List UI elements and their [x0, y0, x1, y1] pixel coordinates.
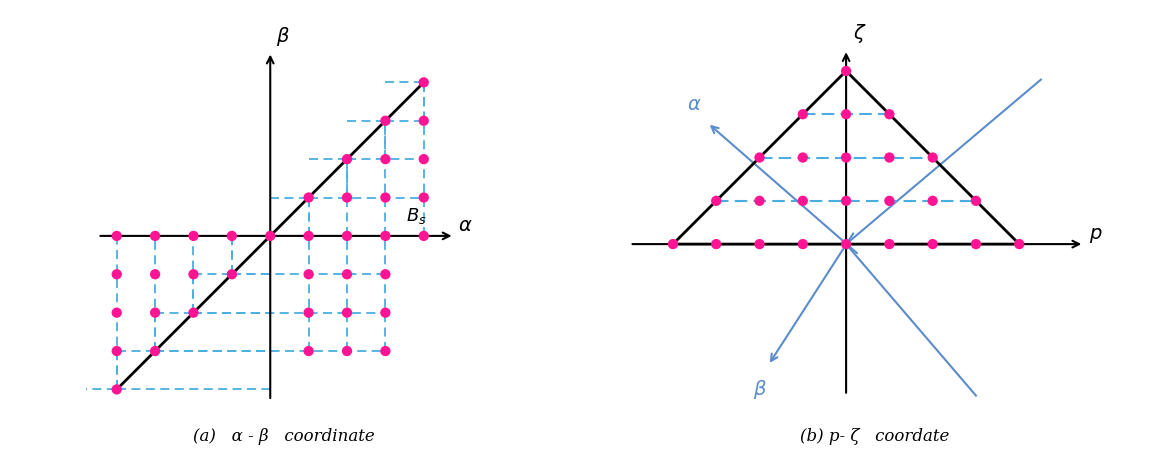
- Point: [967, 197, 985, 204]
- Point: [415, 117, 433, 124]
- Text: $\alpha$: $\alpha$: [688, 96, 702, 114]
- Point: [108, 386, 126, 393]
- Point: [750, 197, 769, 204]
- Point: [108, 347, 126, 355]
- Point: [300, 271, 318, 278]
- Point: [300, 194, 318, 201]
- Point: [708, 197, 726, 204]
- Point: [338, 156, 357, 163]
- Point: [108, 309, 126, 316]
- Point: [376, 347, 395, 355]
- Point: [708, 241, 726, 248]
- Point: [300, 232, 318, 240]
- Text: (a)   α - β   coordinate: (a) α - β coordinate: [193, 428, 374, 445]
- Point: [300, 347, 318, 355]
- Point: [837, 111, 856, 118]
- Point: [880, 241, 899, 248]
- Point: [664, 241, 682, 248]
- Point: [338, 347, 357, 355]
- Point: [923, 241, 941, 248]
- Point: [338, 194, 357, 201]
- Point: [837, 67, 856, 74]
- Point: [108, 232, 126, 240]
- Point: [376, 271, 395, 278]
- Text: $\beta$: $\beta$: [276, 25, 290, 48]
- Point: [146, 309, 164, 316]
- Point: [376, 156, 395, 163]
- Point: [146, 271, 164, 278]
- Point: [376, 117, 395, 124]
- Point: [793, 197, 812, 204]
- Point: [1010, 241, 1028, 248]
- Point: [338, 309, 357, 316]
- Point: [376, 309, 395, 316]
- Text: $p$: $p$: [1089, 226, 1102, 245]
- Text: (b) p- ζ   coordate: (b) p- ζ coordate: [800, 428, 948, 445]
- Point: [415, 79, 433, 86]
- Text: $\beta$: $\beta$: [753, 378, 767, 401]
- Point: [376, 232, 395, 240]
- Point: [793, 154, 812, 161]
- Text: $\alpha$: $\alpha$: [459, 217, 472, 235]
- Point: [146, 232, 164, 240]
- Point: [880, 154, 899, 161]
- Point: [923, 197, 941, 204]
- Point: [415, 232, 433, 240]
- Point: [222, 271, 241, 278]
- Point: [184, 232, 203, 240]
- Point: [880, 111, 899, 118]
- Point: [338, 271, 357, 278]
- Point: [415, 194, 433, 201]
- Point: [750, 241, 769, 248]
- Point: [300, 309, 318, 316]
- Point: [837, 241, 856, 248]
- Point: [184, 271, 203, 278]
- Point: [415, 156, 433, 163]
- Point: [837, 197, 856, 204]
- Point: [146, 347, 164, 355]
- Point: [837, 154, 856, 161]
- Point: [376, 194, 395, 201]
- Point: [793, 241, 812, 248]
- Text: $B_s$: $B_s$: [406, 206, 427, 226]
- Point: [338, 232, 357, 240]
- Point: [967, 241, 985, 248]
- Text: $\zeta$: $\zeta$: [852, 22, 866, 45]
- Point: [793, 111, 812, 118]
- Point: [261, 232, 279, 240]
- Point: [880, 197, 899, 204]
- Point: [923, 154, 941, 161]
- Point: [108, 271, 126, 278]
- Point: [184, 309, 203, 316]
- Point: [222, 232, 241, 240]
- Point: [750, 154, 769, 161]
